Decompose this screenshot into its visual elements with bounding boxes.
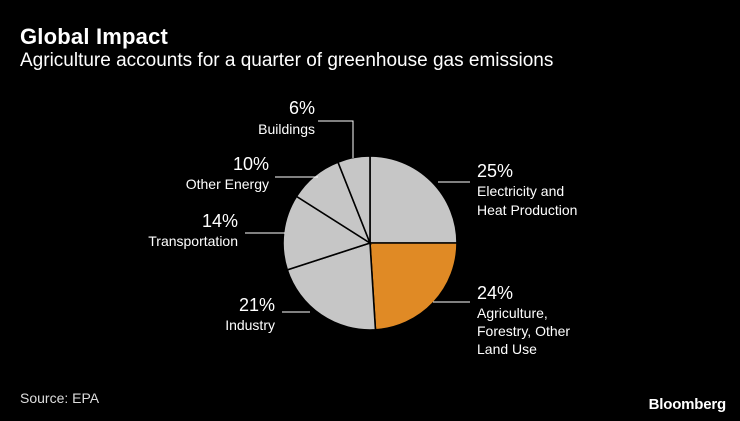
pie-slice-buildings (336, 155, 371, 244)
pie-slice-industry (286, 241, 377, 331)
source-note: Source: EPA (20, 390, 100, 406)
category-label-electricity-and-heat-production: Electricity and (477, 183, 564, 199)
pct-label-electricity-and-heat-production: 25% (477, 161, 513, 181)
pie-slice-transportation (282, 195, 372, 271)
pct-label-transportation: 14% (202, 211, 238, 231)
pct-label-agriculture-forestry-other-land-use: 24% (477, 283, 513, 303)
pct-label-other-energy: 10% (233, 154, 269, 174)
pct-label-buildings: 6% (289, 98, 315, 118)
category-label-transportation: Transportation (148, 233, 238, 249)
leader-line-buildings (318, 120, 354, 158)
category-label-other-energy: Other Energy (186, 176, 269, 192)
pie-slice-electricity-and-heat-production (369, 155, 458, 244)
category-label-industry: Industry (225, 317, 275, 333)
pct-label-industry: 21% (239, 295, 275, 315)
bloomberg-logo: Bloomberg (648, 396, 727, 413)
category-label-agriculture-forestry-other-land-use: Forestry, Other (477, 323, 570, 339)
category-label-buildings: Buildings (258, 121, 315, 137)
category-label-electricity-and-heat-production: Heat Production (477, 202, 577, 218)
category-label-agriculture-forestry-other-land-use: Land Use (477, 341, 537, 357)
chart-subtitle: Agriculture accounts for a quarter of gr… (20, 50, 554, 71)
category-label-agriculture-forestry-other-land-use: Agriculture, (477, 305, 548, 321)
pie-slice-agriculture-forestry-other-land-use (369, 242, 458, 331)
chart-title: Global Impact (20, 24, 169, 49)
